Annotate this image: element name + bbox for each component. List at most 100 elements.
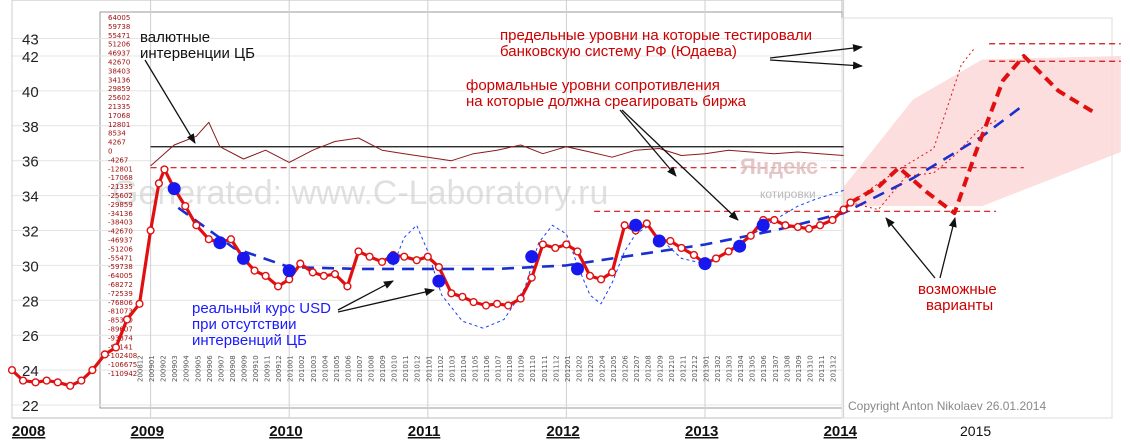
month-tick-label: 200912 [275,355,283,382]
red-marker-16 [181,201,190,211]
month-tick-label: 201308 [783,355,791,382]
vertical-tick-label: -29859 [108,201,133,209]
vertical-tick-label: 8534 [108,130,126,138]
vertical-tick-labels: 6400559738554715120646937426703840334136… [108,14,137,378]
red-marker-70 [804,224,814,233]
vertical-tick-label: -72539 [108,290,133,298]
yandex-logo-text: Яндекс [740,154,818,179]
limits-arrow-2 [769,59,863,70]
month-tick-label: 201111 [541,355,549,382]
vertical-tick-label: -68272 [108,281,133,289]
month-tick-label: 200910 [252,355,260,382]
red-marker-46 [527,273,536,282]
y-tick-label-38: 38 [22,119,39,136]
red-marker-0 [7,366,17,375]
red-marker-68 [781,221,790,230]
y-tick-label-22: 22 [22,398,39,415]
blue-point-12 [756,218,770,232]
red-marker-51 [585,271,595,280]
month-tick-label: 201002 [298,355,306,382]
levels-layer [150,43,1121,212]
month-tick-label: 201006 [344,355,352,382]
month-tick-label: 201009 [379,355,387,382]
red-marker-40 [458,292,467,301]
blue-point-8 [629,218,643,232]
y-tick-label-30: 30 [22,258,39,275]
vertical-tick-label: -21335 [108,183,133,191]
month-tick-label: 200908 [229,355,237,382]
annotation-interventions-line-1: валютные [140,29,210,46]
month-tick-label: 201104 [460,355,468,382]
vertical-tick-label: -4267 [108,156,128,164]
vertical-tick-label: -17068 [108,174,133,182]
month-tick-label: 201306 [760,355,768,382]
month-tick-label: 201012 [414,355,422,382]
real-rate-arrow-2 [337,288,435,313]
resistance-arrow-2 [621,109,739,221]
red-marker-8 [100,350,109,359]
forecast-frame [841,17,1113,419]
red-marker-13 [154,179,164,188]
vertical-tick-label: -51206 [108,245,133,253]
month-tick-label: 201004 [321,355,329,382]
red-marker-33 [377,257,387,267]
vertical-tick-label: -59738 [108,263,133,271]
red-marker-69 [793,222,802,232]
month-tick-label: 200903 [171,355,179,382]
vertical-tick-label: 25602 [108,94,130,102]
month-tick-label: 201008 [368,355,376,382]
blue-point-9 [652,234,666,248]
y-tick-label-34: 34 [22,189,39,206]
red-marker-20 [226,235,236,244]
annotation-resistance-line-2: на которые должна среагировать биржа [466,93,747,110]
month-tick-label: 201109 [518,355,526,382]
y-tick-label-24: 24 [22,363,39,380]
month-tick-label: 201005 [333,355,341,382]
annotation-real-rate-line-2: при отсутствии [192,316,297,333]
red-marker-54 [620,221,629,230]
red-marker-12 [146,226,155,235]
red-marker-24 [274,282,283,291]
month-tick-label: 201108 [506,355,514,382]
annotation-limits-line-2: банковскую систему РФ (Юдаева) [500,43,737,60]
vertical-tick-label: -55471 [108,254,133,262]
red-marker-73 [839,205,848,214]
red-marker-49 [562,240,571,249]
resistance-arrow-1 [619,109,677,177]
red-marker-59 [677,243,686,253]
month-tick-label: 201107 [495,355,503,382]
red-marker-45 [516,294,525,303]
month-tick-label: 201203 [587,355,595,382]
yandex-logo-sub: котировки [760,187,816,201]
red-marker-38 [434,263,443,272]
month-tick-label: 201102 [437,355,445,382]
vertical-tick-label: -89607 [108,326,133,334]
red-marker-48 [551,243,560,253]
vertical-tick-label: 34136 [108,76,131,84]
red-marker-71 [815,221,825,230]
annotation-real-rate: реальный курс USD при отсутствии интерве… [192,280,435,349]
red-marker-26 [296,259,305,268]
vertical-tick-label: -76806 [108,299,133,307]
forecast-band-layer [843,56,1121,207]
red-marker-14 [160,165,169,174]
blue-point-0 [167,182,181,196]
month-tick-label: 201007 [356,355,364,382]
blue-point-11 [733,239,747,253]
annotation-real-rate-line-1: реальный курс USD [192,300,331,317]
red-marker-65 [746,231,755,240]
blue-point-6 [525,250,539,264]
red-marker-3 [42,376,51,385]
vertical-tick-label: 46937 [108,50,130,58]
annotation-real-rate-line-3: интервенций ЦБ [192,332,307,349]
month-tick-label: 201010 [391,355,399,382]
blue-point-10 [698,257,712,271]
annotation-variants-line-1: возможные [918,281,997,298]
month-tick-label: 201204 [599,355,607,382]
red-marker-44 [504,301,513,310]
month-tick-label: 200905 [194,355,202,382]
y-tick-label-28: 28 [22,293,39,310]
x-year-label-2010: 2010 [269,423,302,440]
vertical-tick-label: -85340 [108,317,133,325]
